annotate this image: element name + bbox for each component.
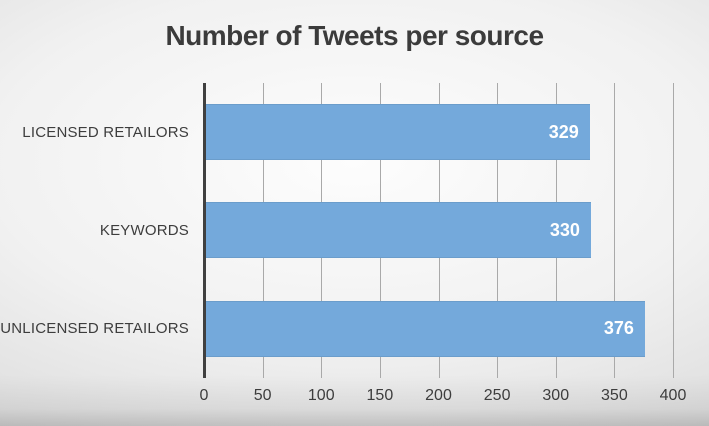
x-tick-label: 200 xyxy=(425,387,452,404)
bar-row-licensed-retailors: 329 xyxy=(204,83,673,181)
bar-row-keywords: 330 xyxy=(204,181,673,279)
bar-rows: 329 330 376 xyxy=(204,83,673,378)
x-tick-label: 400 xyxy=(659,387,687,404)
x-tick-label: 250 xyxy=(483,387,511,404)
x-tick-label: 350 xyxy=(601,387,628,404)
x-axis-tick-labels: 0 50 100 150 200 250 300 350 400 xyxy=(200,387,687,409)
category-label-keywords: KEYWORDS xyxy=(99,221,189,239)
bar-unlicensed-retailors: 376 xyxy=(204,300,645,357)
category-axis-labels: LICENSED RETAILORS KEYWORDS UNLICENSED R… xyxy=(0,83,204,378)
bar-value-label: 329 xyxy=(548,121,579,142)
category-label-unlicensed-retailors: UNLICENSED RETAILORS xyxy=(0,320,189,338)
category-label-licensed-retailors: LICENSED RETAILORS xyxy=(22,123,189,141)
gridline-350 xyxy=(614,83,616,378)
bar-row-unlicensed-retailors: 376 xyxy=(204,280,673,378)
x-tick-label: 100 xyxy=(307,387,335,404)
x-tick-label: 0 xyxy=(199,387,209,404)
plot-area: 329 330 376 xyxy=(203,83,674,378)
x-tick-label: 300 xyxy=(542,387,570,404)
x-tick-label: 50 xyxy=(253,387,272,404)
bar-keywords: 330 xyxy=(204,202,591,259)
bar-licensed-retailors: 329 xyxy=(204,104,590,161)
chart-title: Number of Tweets per source xyxy=(165,20,544,51)
bar-value-label: 376 xyxy=(603,318,634,339)
gridline-400 xyxy=(673,83,674,378)
bar-value-label: 330 xyxy=(549,219,580,240)
x-tick-label: 150 xyxy=(366,387,394,404)
y-axis-line xyxy=(203,83,206,378)
